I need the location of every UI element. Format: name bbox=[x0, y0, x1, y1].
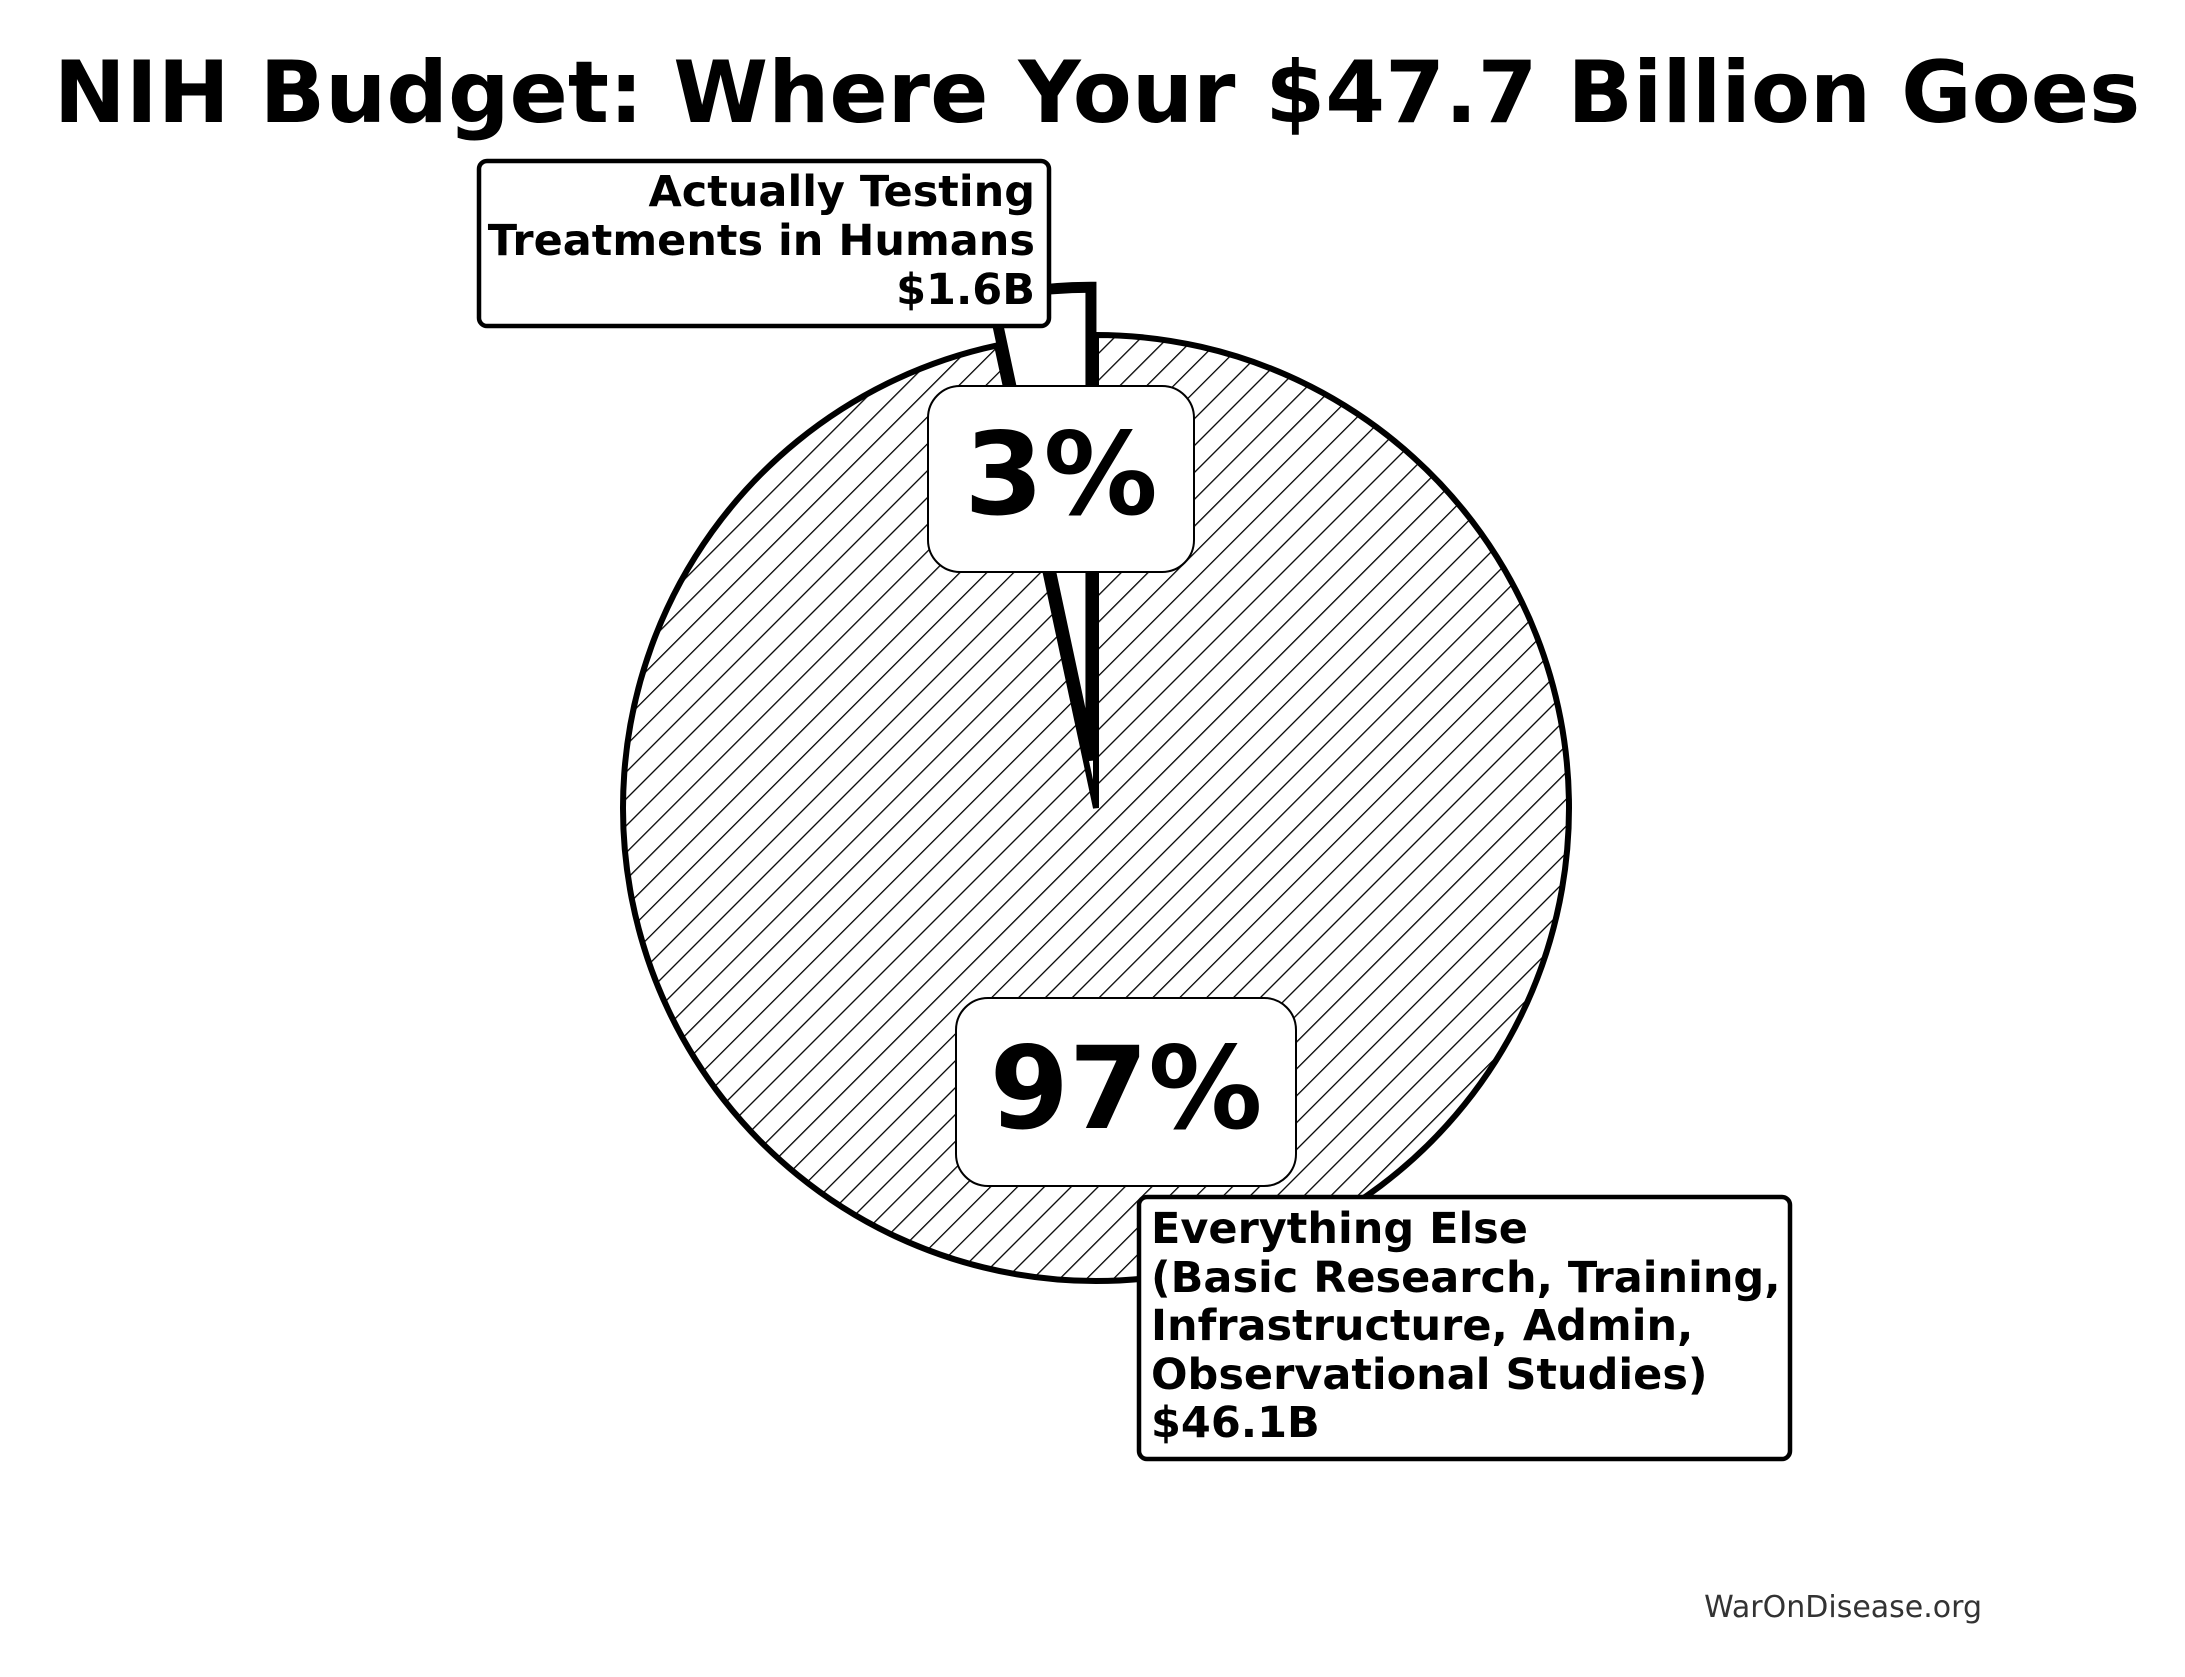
percent-label-3: 3% bbox=[964, 408, 1158, 541]
callout-line: Actually Testing bbox=[649, 167, 1036, 217]
callout-box bbox=[1136, 1194, 1793, 1462]
chart-title: NIH Budget: Where Your $47.7 Billion Goe… bbox=[54, 43, 2141, 143]
percent-label-box bbox=[955, 997, 1297, 1187]
source-credit: WarOnDisease.org bbox=[1704, 1590, 1982, 1625]
callout-box bbox=[476, 158, 1052, 329]
callout-line: $46.1B bbox=[1151, 1398, 1320, 1448]
callout-line: (Basic Research, Training, bbox=[1151, 1253, 1781, 1303]
callout-line: Observational Studies) bbox=[1151, 1350, 1708, 1400]
callout-line: Treatments in Humans bbox=[488, 216, 1035, 266]
callout-large-slice: Everything Else (Basic Research, Trainin… bbox=[1136, 1194, 1793, 1462]
callout-line: Infrastructure, Admin, bbox=[1151, 1301, 1693, 1351]
percent-label-large-slice: 97% bbox=[955, 997, 1297, 1187]
percent-label-box bbox=[927, 385, 1195, 573]
percent-label-97: 97% bbox=[990, 1022, 1263, 1155]
callout-small-slice: Actually Testing Treatments in Humans $1… bbox=[476, 158, 1052, 329]
callout-line: $1.6B bbox=[896, 265, 1035, 315]
percent-label-small-slice: 3% bbox=[927, 385, 1195, 573]
callout-line: Everything Else bbox=[1151, 1204, 1528, 1254]
